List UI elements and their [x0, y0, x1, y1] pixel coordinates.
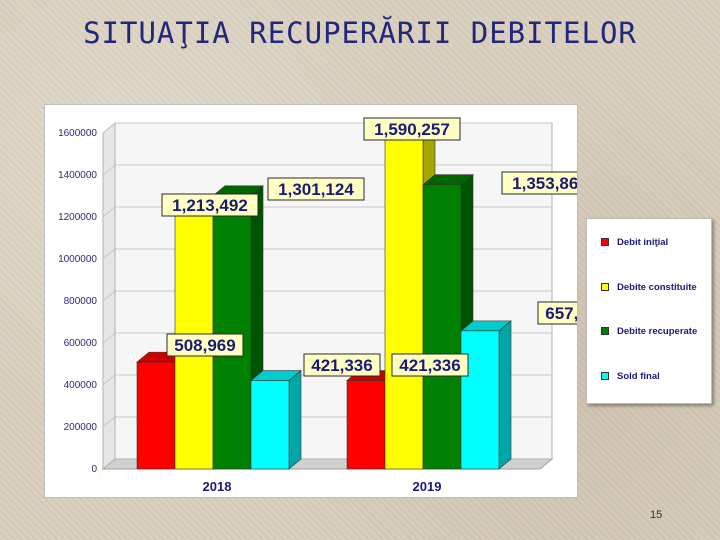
data-label: 1,213,492 [172, 196, 248, 215]
legend-label: Sold final [617, 370, 660, 382]
y-gridline-side [102, 290, 116, 302]
data-label-box [391, 353, 469, 377]
y-tick-label: 1000000 [58, 254, 97, 265]
data-label: 1,301,124 [278, 180, 354, 199]
y-tick-label: 1400000 [58, 170, 97, 181]
y-gridline-side [102, 206, 116, 218]
x-tick-label: 2018 [203, 479, 232, 494]
bar [136, 361, 176, 470]
data-label: 421,336 [311, 356, 372, 375]
y-tick-label: 200000 [64, 422, 98, 433]
y-tick-label: 600000 [64, 338, 98, 349]
bar-side [288, 369, 302, 470]
page-number: 15 [650, 509, 663, 521]
bar-chart: 0 200000 400000 600000 800000 1000000 1200000 1… [58, 117, 615, 494]
bar [212, 195, 252, 470]
legend-label: Debit iniţial [617, 236, 669, 248]
bar [422, 184, 462, 470]
legend-swatch [601, 372, 609, 380]
data-label: 1,590,257 [374, 120, 450, 139]
legend-item: Debite constituite [601, 281, 697, 293]
bar-side [498, 320, 512, 470]
data-label: 508,969 [174, 336, 235, 355]
legend-item: Sold final [601, 370, 660, 382]
data-label: 421,336 [399, 356, 460, 375]
bar [384, 134, 424, 470]
data-label: 1,353,865 [512, 174, 577, 193]
chart-legend: Debit iniţial Debite constituite Debite re… [586, 218, 712, 404]
data-label-box [166, 333, 244, 357]
data-label-box [161, 193, 259, 217]
bar [460, 330, 500, 470]
y-tick-label: 1200000 [58, 212, 97, 223]
bar [346, 380, 386, 470]
y-gridline-side [102, 248, 116, 260]
y-tick-label: 1600000 [58, 128, 97, 139]
legend-swatch [601, 283, 609, 291]
data-label-box [303, 353, 381, 377]
y-tick-label: 0 [91, 464, 97, 475]
chart-panel: 0 200000 400000 600000 800000 1000000 1200000 1… [44, 104, 615, 498]
data-label: 657,728 [545, 304, 577, 323]
y-gridline-side [102, 164, 116, 176]
data-label-box [267, 177, 365, 201]
legend-swatch [601, 238, 609, 246]
legend-label: Debite constituite [617, 281, 697, 293]
y-gridline-side [102, 374, 116, 386]
x-tick-label: 2019 [413, 479, 442, 494]
data-label-box [363, 117, 461, 141]
legend-item: Debite recuperate [601, 325, 697, 337]
y-gridline-side [102, 416, 116, 428]
y-gridline-side [102, 332, 116, 344]
legend-item: Debit iniţial [601, 236, 668, 248]
y-tick-label: 800000 [64, 296, 98, 307]
slide-title: SITUAŢIA RECUPERĂRII DEBITELOR [83, 16, 637, 50]
legend-label: Debite recuperate [617, 325, 698, 337]
bar [250, 380, 290, 470]
legend-swatch [601, 327, 609, 335]
y-gridline-side [102, 122, 116, 134]
y-tick-label: 400000 [64, 380, 98, 391]
